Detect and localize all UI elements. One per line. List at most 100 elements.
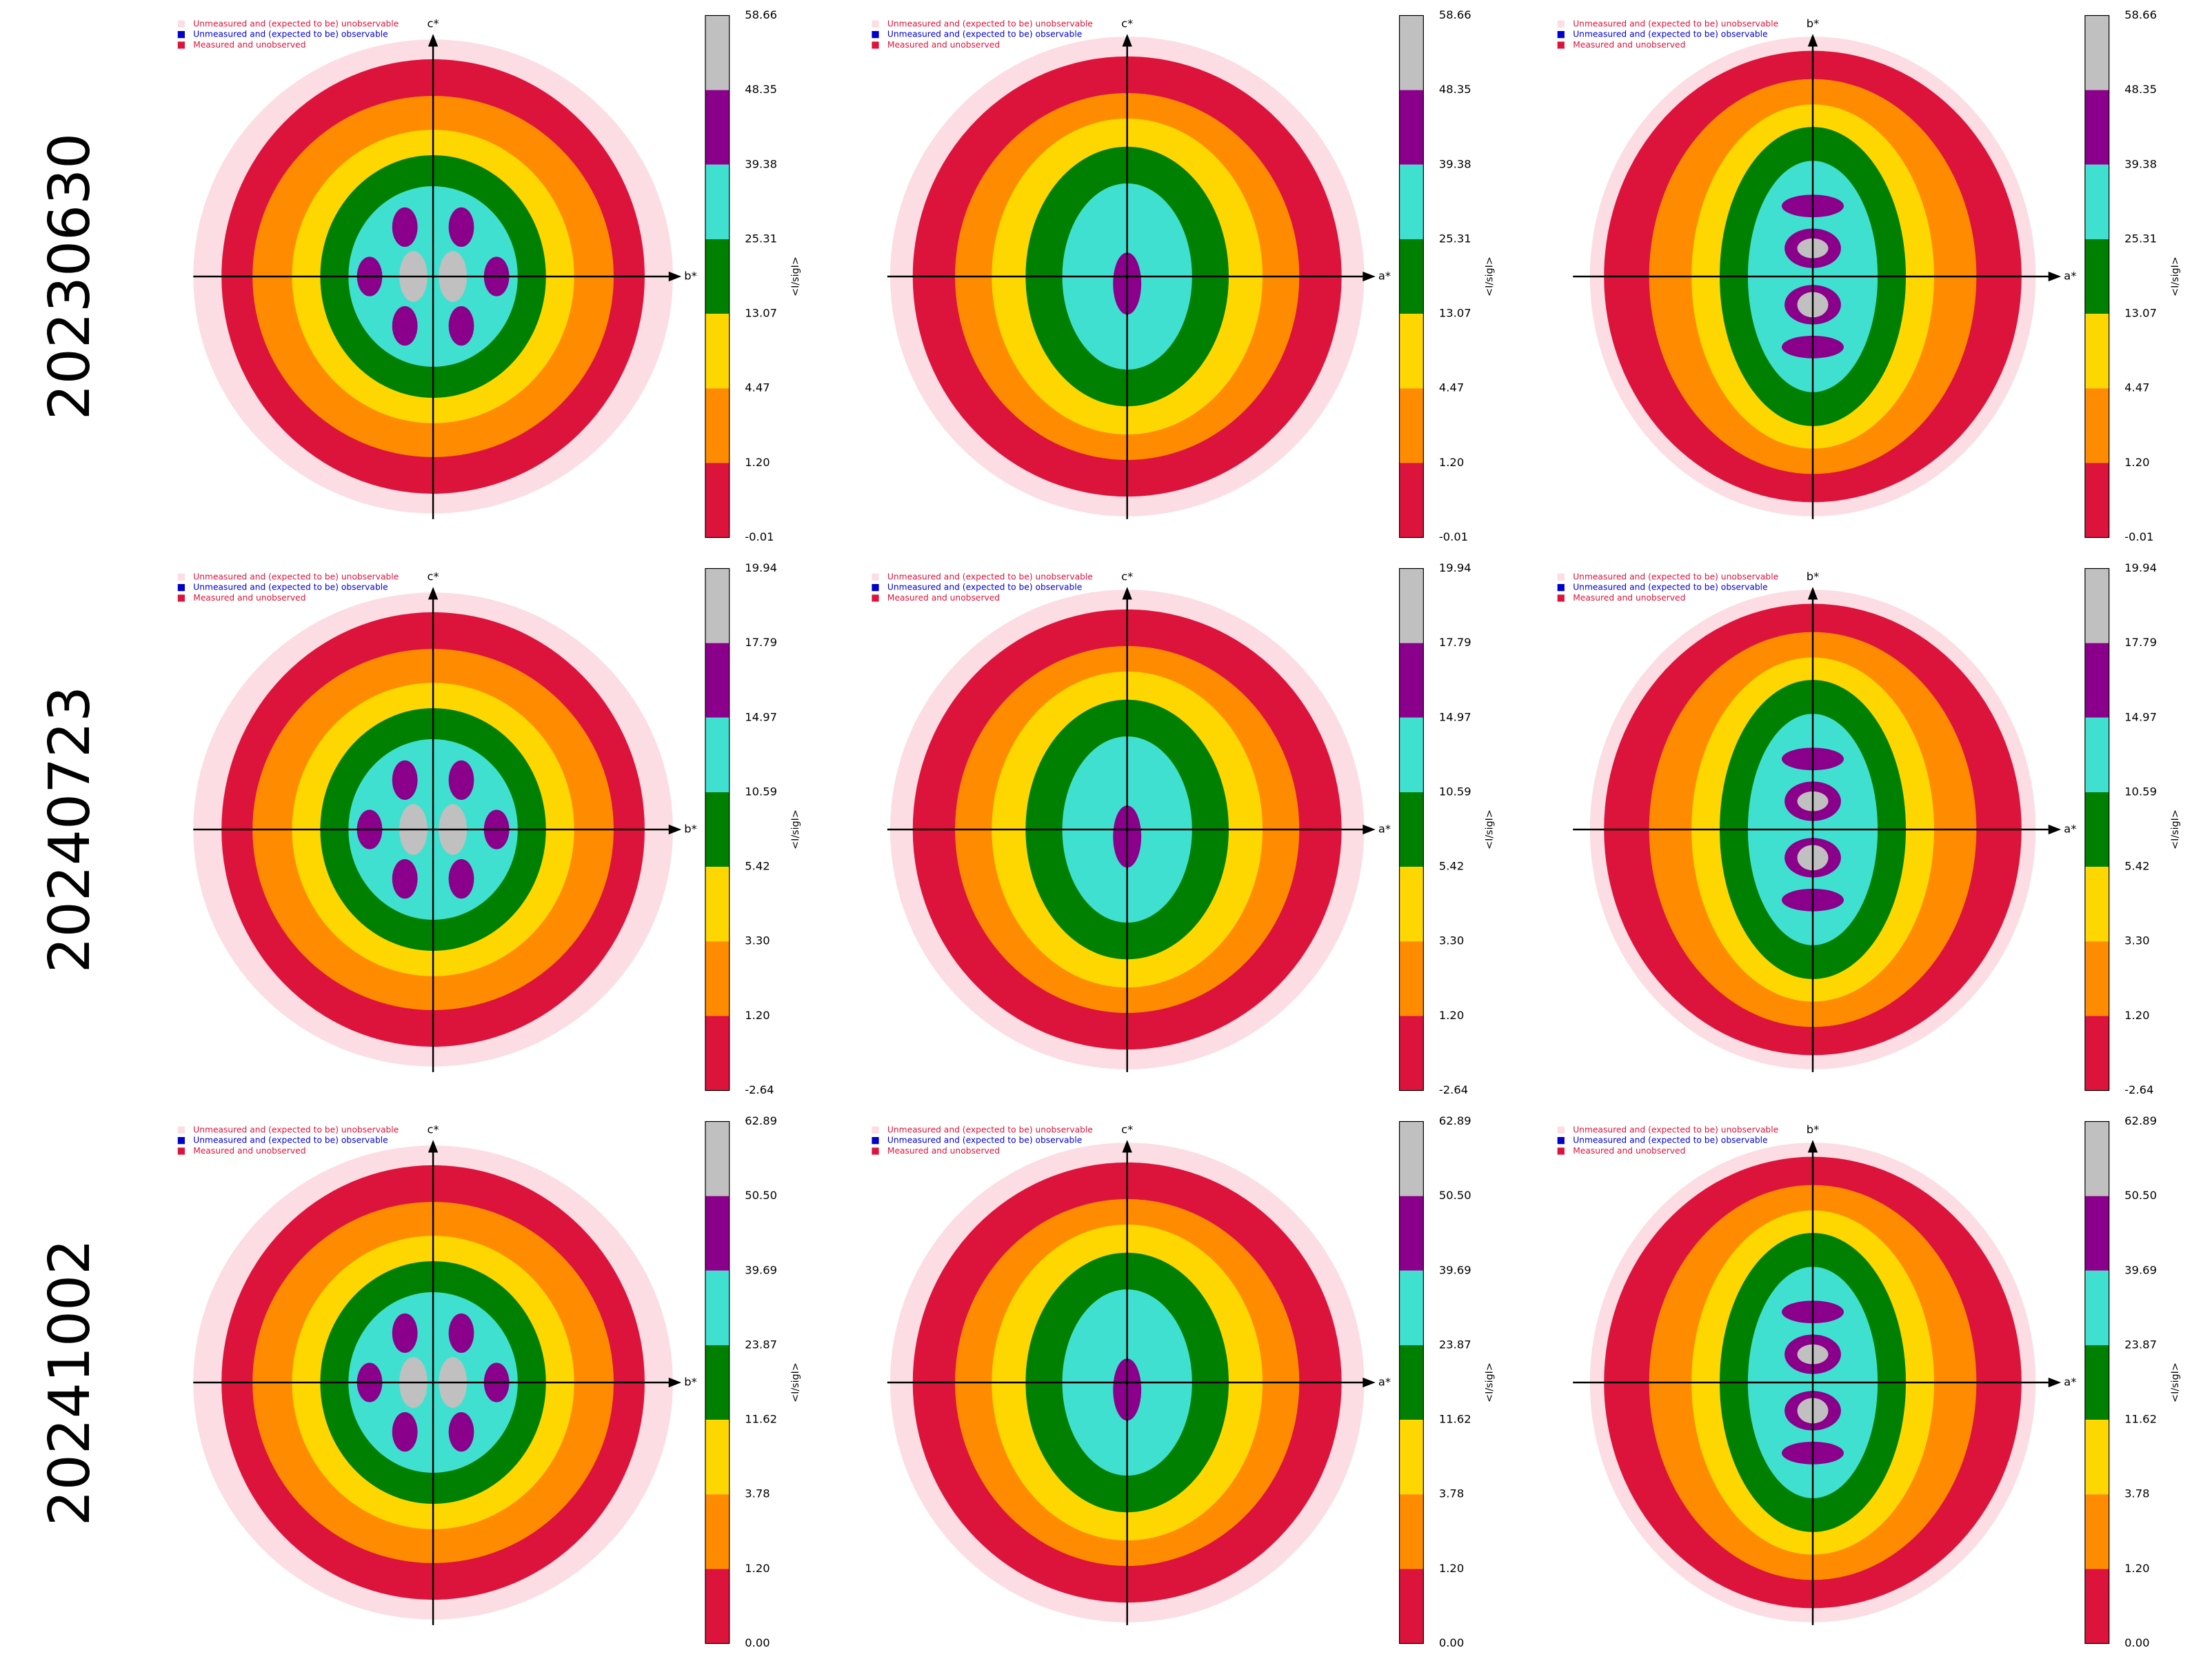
colorbar-segment: [2084, 1196, 2109, 1271]
legend-label: Unmeasured and (expected to be) unobserv…: [887, 19, 1093, 28]
axis-label: b*: [1807, 17, 1820, 30]
colorbar-tick-label: 1.20: [1439, 1009, 1464, 1022]
axis-arrow: [1807, 1140, 1818, 1153]
legend-swatch: [872, 1137, 879, 1145]
colorbar-segment: [2084, 643, 2109, 718]
legend-label: Unmeasured and (expected to be) observab…: [887, 1136, 1082, 1145]
intensity-region: [448, 1411, 474, 1452]
legend-swatch: [177, 41, 185, 49]
panel: Unmeasured and (expected to be) unobserv…: [1557, 8, 2181, 543]
colorbar-segment: [705, 90, 730, 165]
colorbar-tick-label: 0.00: [745, 1636, 770, 1649]
colorbar-segment: [2084, 867, 2109, 942]
axis-arrow: [1807, 587, 1818, 600]
colorbar-tick-label: 14.97: [1439, 710, 1471, 723]
legend-swatch: [1557, 573, 1565, 581]
colorbar-segment: [1399, 1345, 1424, 1420]
colorbar-tick-label: 13.07: [2124, 307, 2157, 320]
colorbar-tick-label: -2.64: [745, 1083, 774, 1096]
colorbar-tick-label: 11.62: [1439, 1413, 1471, 1426]
colorbar-segment: [705, 1016, 730, 1091]
colorbar-segment: [1399, 867, 1424, 942]
axis-arrow: [428, 34, 439, 47]
colorbar-segment: [1399, 90, 1424, 165]
row-label: 20241002: [37, 1239, 103, 1527]
legend-swatch: [872, 1147, 879, 1155]
colorbar-tick-label: 0.00: [2124, 1636, 2149, 1649]
colorbar-tick-label: 17.79: [1439, 636, 1471, 649]
axis-arrow: [1363, 271, 1376, 282]
colorbar-frame: [1398, 1120, 1424, 1645]
axis-label: b*: [684, 1376, 697, 1389]
colorbar-tick-label: 50.50: [1439, 1189, 1471, 1202]
legend-swatch: [1557, 594, 1565, 602]
colorbar-label: <I/sigI>: [1484, 1363, 1495, 1402]
colorbar-segment: [1399, 314, 1424, 389]
legend-label: Measured and unobserved: [887, 593, 1000, 603]
axis-label: c*: [428, 570, 439, 583]
axis-arrow: [668, 271, 682, 282]
axis-label: a*: [2064, 270, 2076, 283]
colorbar-tick-label: 3.30: [745, 934, 770, 947]
row-label: 20240723: [37, 686, 103, 974]
legend-swatch: [177, 1126, 185, 1134]
colorbar-segment: [2084, 239, 2109, 314]
axis-arrow: [428, 1140, 439, 1153]
colorbar-tick-label: 19.94: [745, 561, 777, 574]
colorbar-tick-label: 4.47: [2124, 381, 2149, 394]
colorbar-tick-label: 48.35: [1439, 83, 1471, 96]
colorbar-segment: [2084, 90, 2109, 165]
colorbar-tick-label: 58.66: [1439, 8, 1471, 21]
colorbar-segment: [705, 867, 730, 942]
colorbar-tick-label: 5.42: [2124, 860, 2149, 873]
colorbar-tick-label: 14.97: [2124, 710, 2157, 723]
colorbar-tick-label: 39.38: [2124, 157, 2157, 170]
legend-label: Unmeasured and (expected to be) observab…: [1573, 1136, 1767, 1145]
legend-label: Measured and unobserved: [1573, 593, 1685, 603]
colorbar-segment: [1399, 15, 1424, 90]
colorbar-segment: [705, 1420, 730, 1495]
colorbar-tick-label: 39.38: [1439, 157, 1471, 170]
colorbar-segment: [1399, 1196, 1424, 1271]
axis-arrow: [668, 824, 682, 835]
axis-label: c*: [1121, 17, 1133, 30]
legend-label: Unmeasured and (expected to be) unobserv…: [1573, 572, 1778, 581]
colorbar-tick-label: 13.07: [745, 307, 777, 320]
colorbar-segment: [1399, 239, 1424, 314]
colorbar-tick-label: 23.87: [745, 1338, 777, 1351]
colorbar-tick-label: 11.62: [2124, 1413, 2157, 1426]
colorbar-tick-label: 62.89: [745, 1114, 777, 1127]
colorbar-segment: [705, 15, 730, 90]
colorbar-tick-label: 1.20: [745, 1009, 770, 1022]
legend-label: Unmeasured and (expected to be) unobserv…: [887, 1125, 1093, 1134]
legend-label: Unmeasured and (expected to be) unobserv…: [193, 1125, 399, 1134]
colorbar-segment: [2084, 1569, 2109, 1644]
panel: Unmeasured and (expected to be) unobserv…: [177, 561, 801, 1096]
intensity-region: [392, 207, 418, 248]
legend-label: Unmeasured and (expected to be) observab…: [193, 583, 388, 592]
legend-label: Measured and unobserved: [193, 593, 305, 603]
axis-arrow: [2048, 824, 2062, 835]
legend-swatch: [872, 594, 879, 602]
legend-swatch: [1557, 20, 1565, 28]
colorbar-segment: [1399, 1569, 1424, 1644]
colorbar-segment: [2084, 1270, 2109, 1345]
colorbar-tick-label: 3.78: [1439, 1487, 1464, 1500]
legend-label: Unmeasured and (expected to be) observab…: [1573, 583, 1767, 592]
colorbar-segment: [1399, 1121, 1424, 1196]
legend-swatch: [177, 20, 185, 28]
colorbar-segment: [1399, 1420, 1424, 1495]
axis-label: b*: [684, 270, 697, 283]
intensity-region: [392, 760, 418, 801]
colorbar-label: <I/sigI>: [2170, 1363, 2181, 1402]
colorbar-tick-label: 0.00: [1439, 1636, 1464, 1649]
colorbar-segment: [1399, 164, 1424, 239]
legend-swatch: [177, 31, 185, 39]
colorbar-tick-label: 3.78: [2124, 1487, 2149, 1500]
axis-arrow: [428, 587, 439, 600]
colorbar-frame: [2084, 1120, 2110, 1645]
colorbar-tick-label: 1.20: [2124, 456, 2149, 469]
legend-swatch: [872, 584, 879, 592]
colorbar-segment: [705, 388, 730, 463]
